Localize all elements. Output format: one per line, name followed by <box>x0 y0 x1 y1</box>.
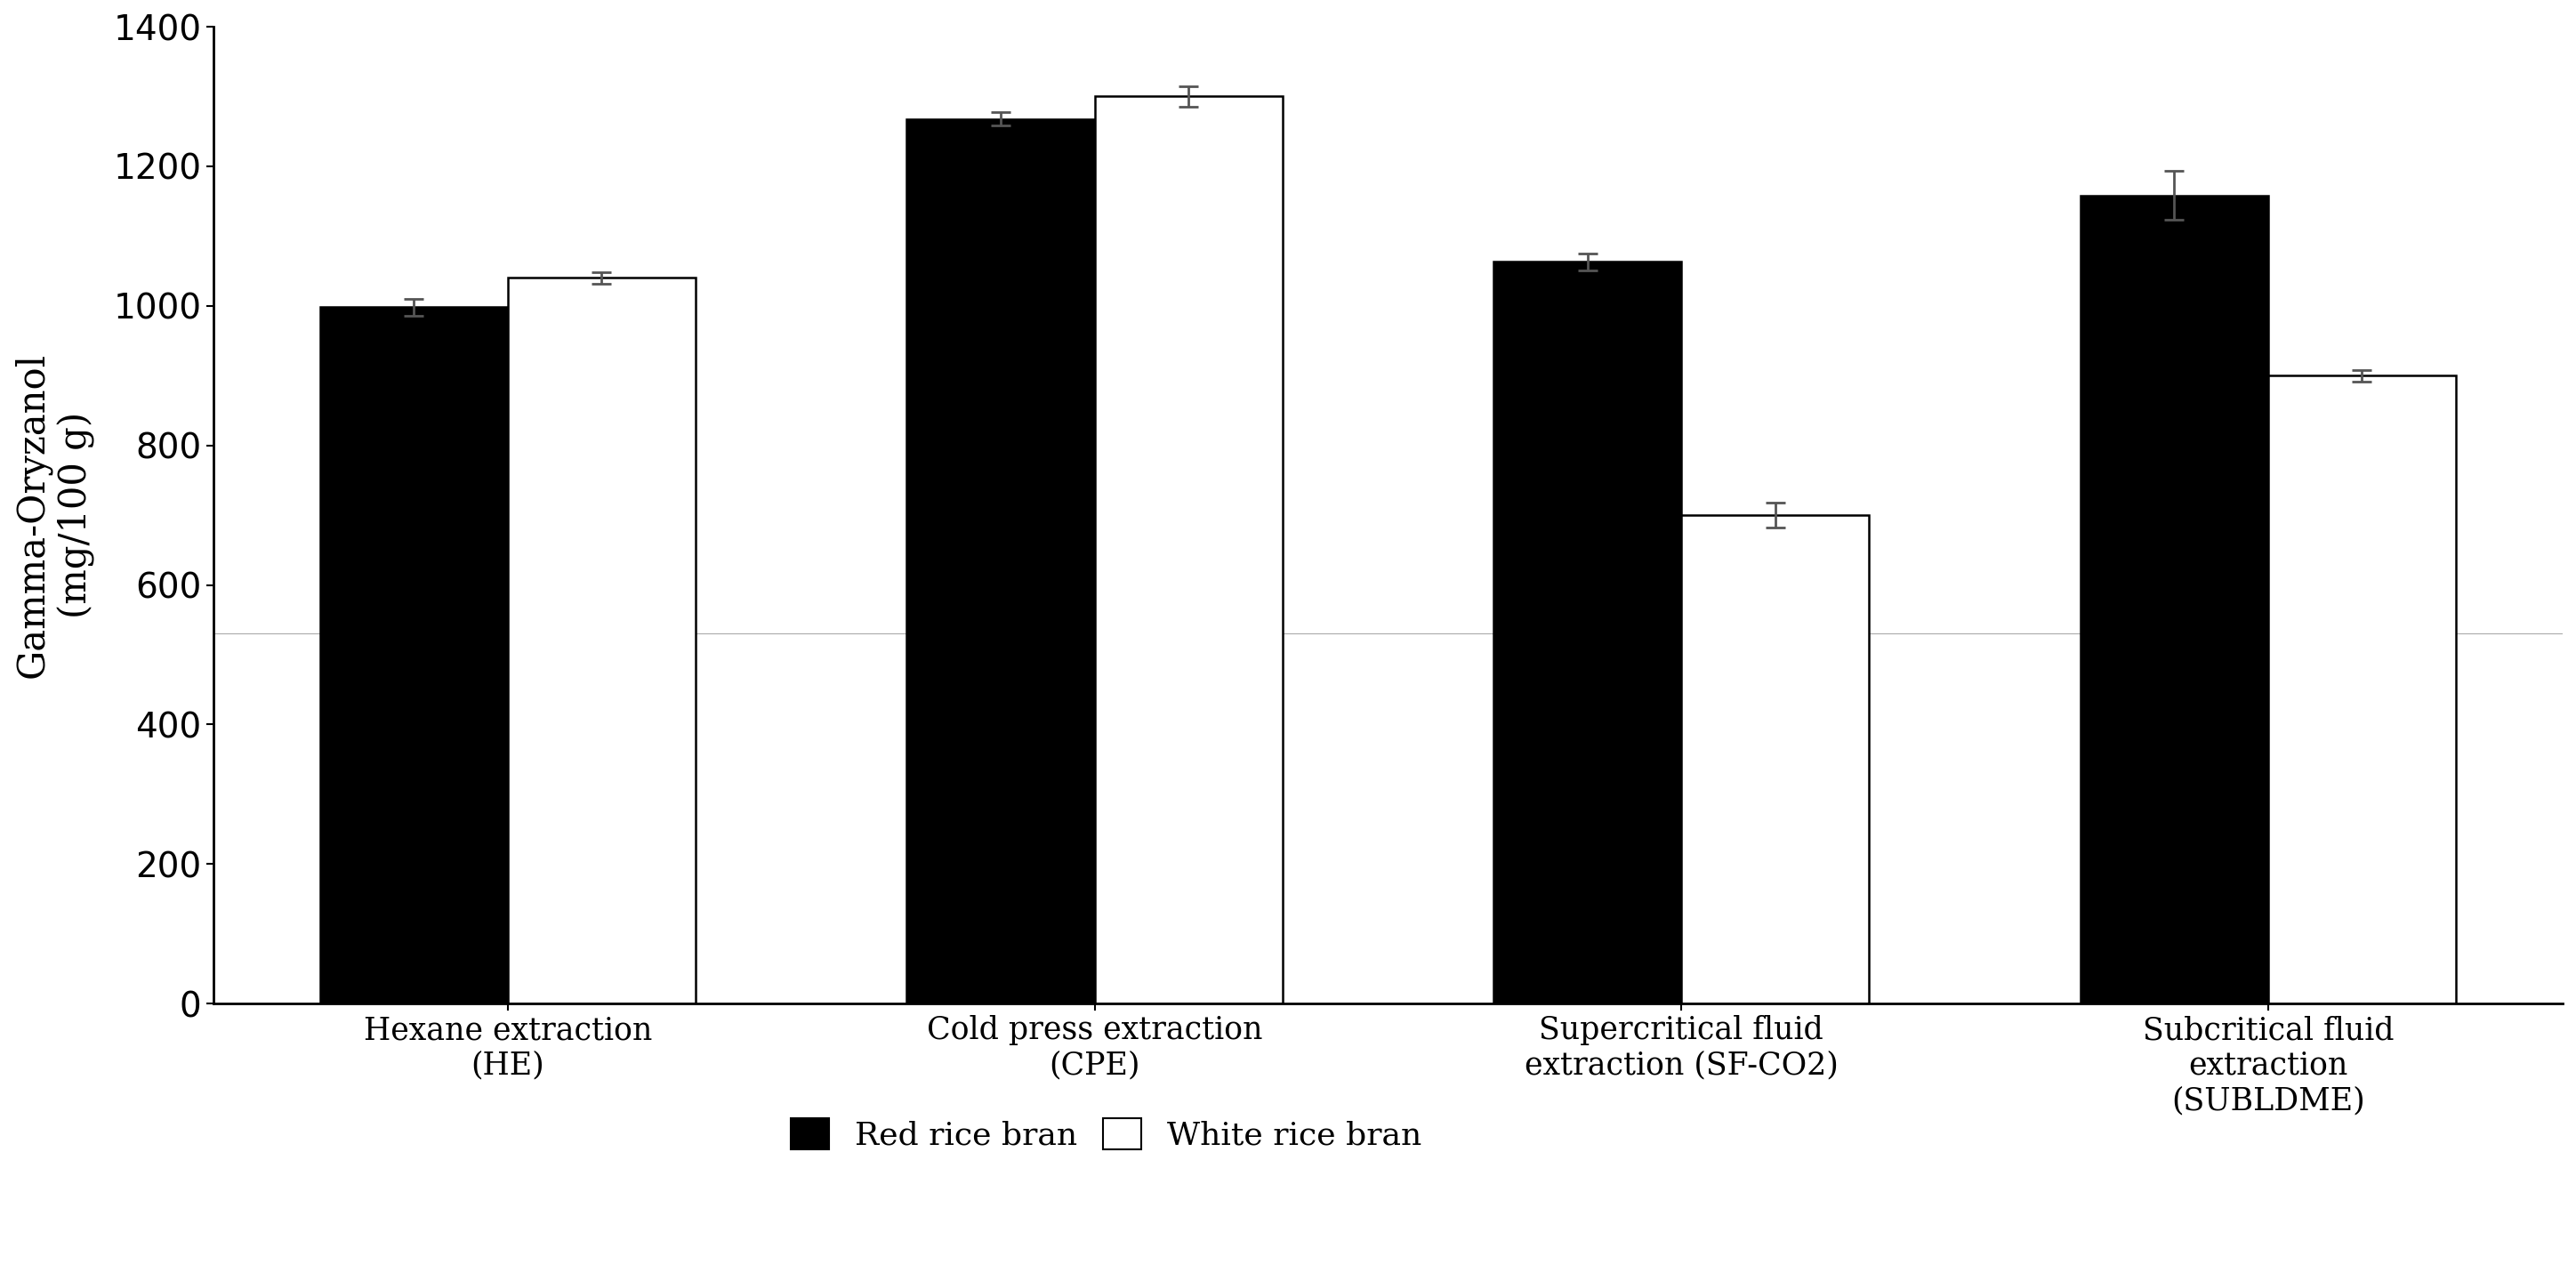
Bar <box>907 119 1095 1004</box>
Bar <box>1494 261 1682 1004</box>
Bar <box>1095 96 1283 1004</box>
Bar <box>2267 375 2455 1004</box>
Bar <box>319 307 507 1004</box>
Bar <box>2081 196 2267 1004</box>
Y-axis label: Gamma-Oryzanol
(mg/100 g): Gamma-Oryzanol (mg/100 g) <box>13 352 95 678</box>
Bar <box>507 278 696 1004</box>
Legend: Red rice bran, White rice bran: Red rice bran, White rice bran <box>778 1106 1435 1163</box>
Bar <box>1682 515 1870 1004</box>
